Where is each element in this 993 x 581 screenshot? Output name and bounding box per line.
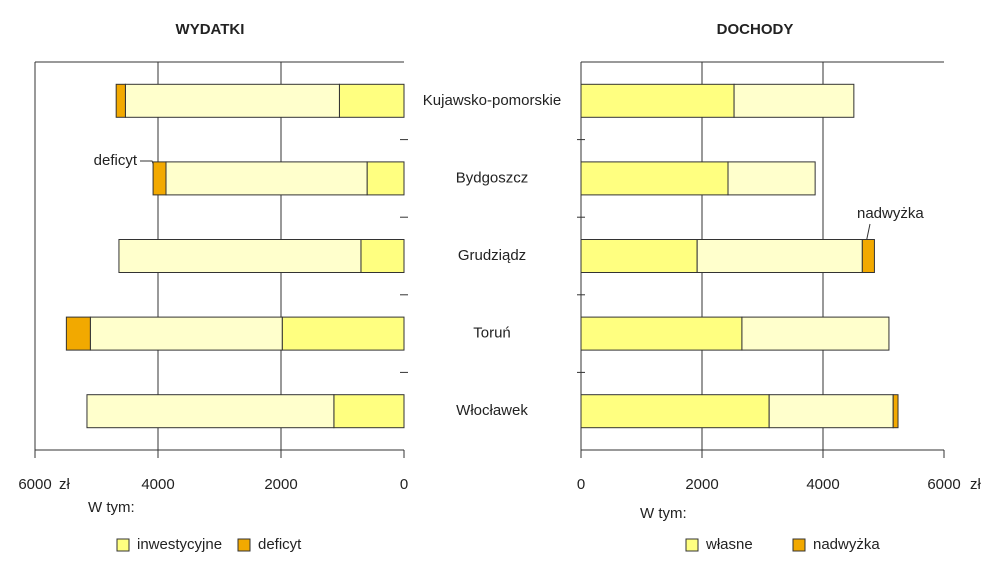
bar-segment <box>861 239 875 273</box>
x-tick-label: 6000 <box>927 476 960 493</box>
chart-title: DOCHODY <box>717 21 794 38</box>
bar-segment <box>65 316 91 351</box>
x-axis-unit: zł <box>970 476 982 493</box>
bar-segment <box>89 316 283 351</box>
legend-label: deficyt <box>258 536 302 553</box>
legend-swatch <box>685 538 699 552</box>
category-label: Toruń <box>473 325 511 342</box>
bar-segment <box>124 83 340 118</box>
x-tick-label: 4000 <box>806 476 839 493</box>
bar-segment <box>696 239 863 273</box>
chart-title: WYDATKI <box>176 21 245 38</box>
category-label: Bydgoszcz <box>456 169 529 186</box>
x-tick-label: 0 <box>577 476 585 493</box>
bar-segment <box>366 161 405 196</box>
bar-segment <box>580 394 770 429</box>
x-tick-label: 2000 <box>685 476 718 493</box>
bar-segment <box>360 239 405 273</box>
annotation: deficyt <box>94 152 138 169</box>
x-tick-label: 0 <box>400 476 408 493</box>
bar-segment <box>741 316 890 351</box>
bar-segment <box>580 83 735 118</box>
legend-title: W tym: <box>88 499 135 516</box>
bar-segment <box>338 83 405 118</box>
bar-segment <box>727 161 816 196</box>
category-label: Grudziądz <box>458 247 526 264</box>
bar-segment <box>892 394 899 429</box>
legend-label: nadwyżka <box>813 536 880 553</box>
bar-segment <box>281 316 405 351</box>
x-tick-label: 4000 <box>141 476 174 493</box>
legend-label: inwestycyjne <box>137 536 222 553</box>
x-axis-unit: zł <box>59 476 71 493</box>
category-label: Kujawsko-pomorskie <box>423 92 561 109</box>
legend-swatch <box>237 538 251 552</box>
category-label: Włocławek <box>456 402 528 419</box>
bar-segment <box>152 161 167 196</box>
bar-segment <box>768 394 894 429</box>
bar-segment <box>333 394 405 429</box>
bar-segment <box>580 239 698 273</box>
bar-segment <box>165 161 368 196</box>
bar-segment <box>580 161 729 196</box>
bar-segment <box>115 83 126 118</box>
bar-segment <box>118 239 362 273</box>
bar-segment <box>86 394 335 429</box>
legend-swatch <box>792 538 806 552</box>
legend-label: własne <box>705 536 753 553</box>
bar-segment <box>580 316 743 351</box>
legend-swatch <box>116 538 130 552</box>
x-tick-label: 2000 <box>264 476 297 493</box>
annotation: nadwyżka <box>857 205 924 222</box>
legend-title: W tym: <box>640 505 687 522</box>
bar-segment <box>733 83 855 118</box>
x-tick-label: 6000 <box>18 476 51 493</box>
